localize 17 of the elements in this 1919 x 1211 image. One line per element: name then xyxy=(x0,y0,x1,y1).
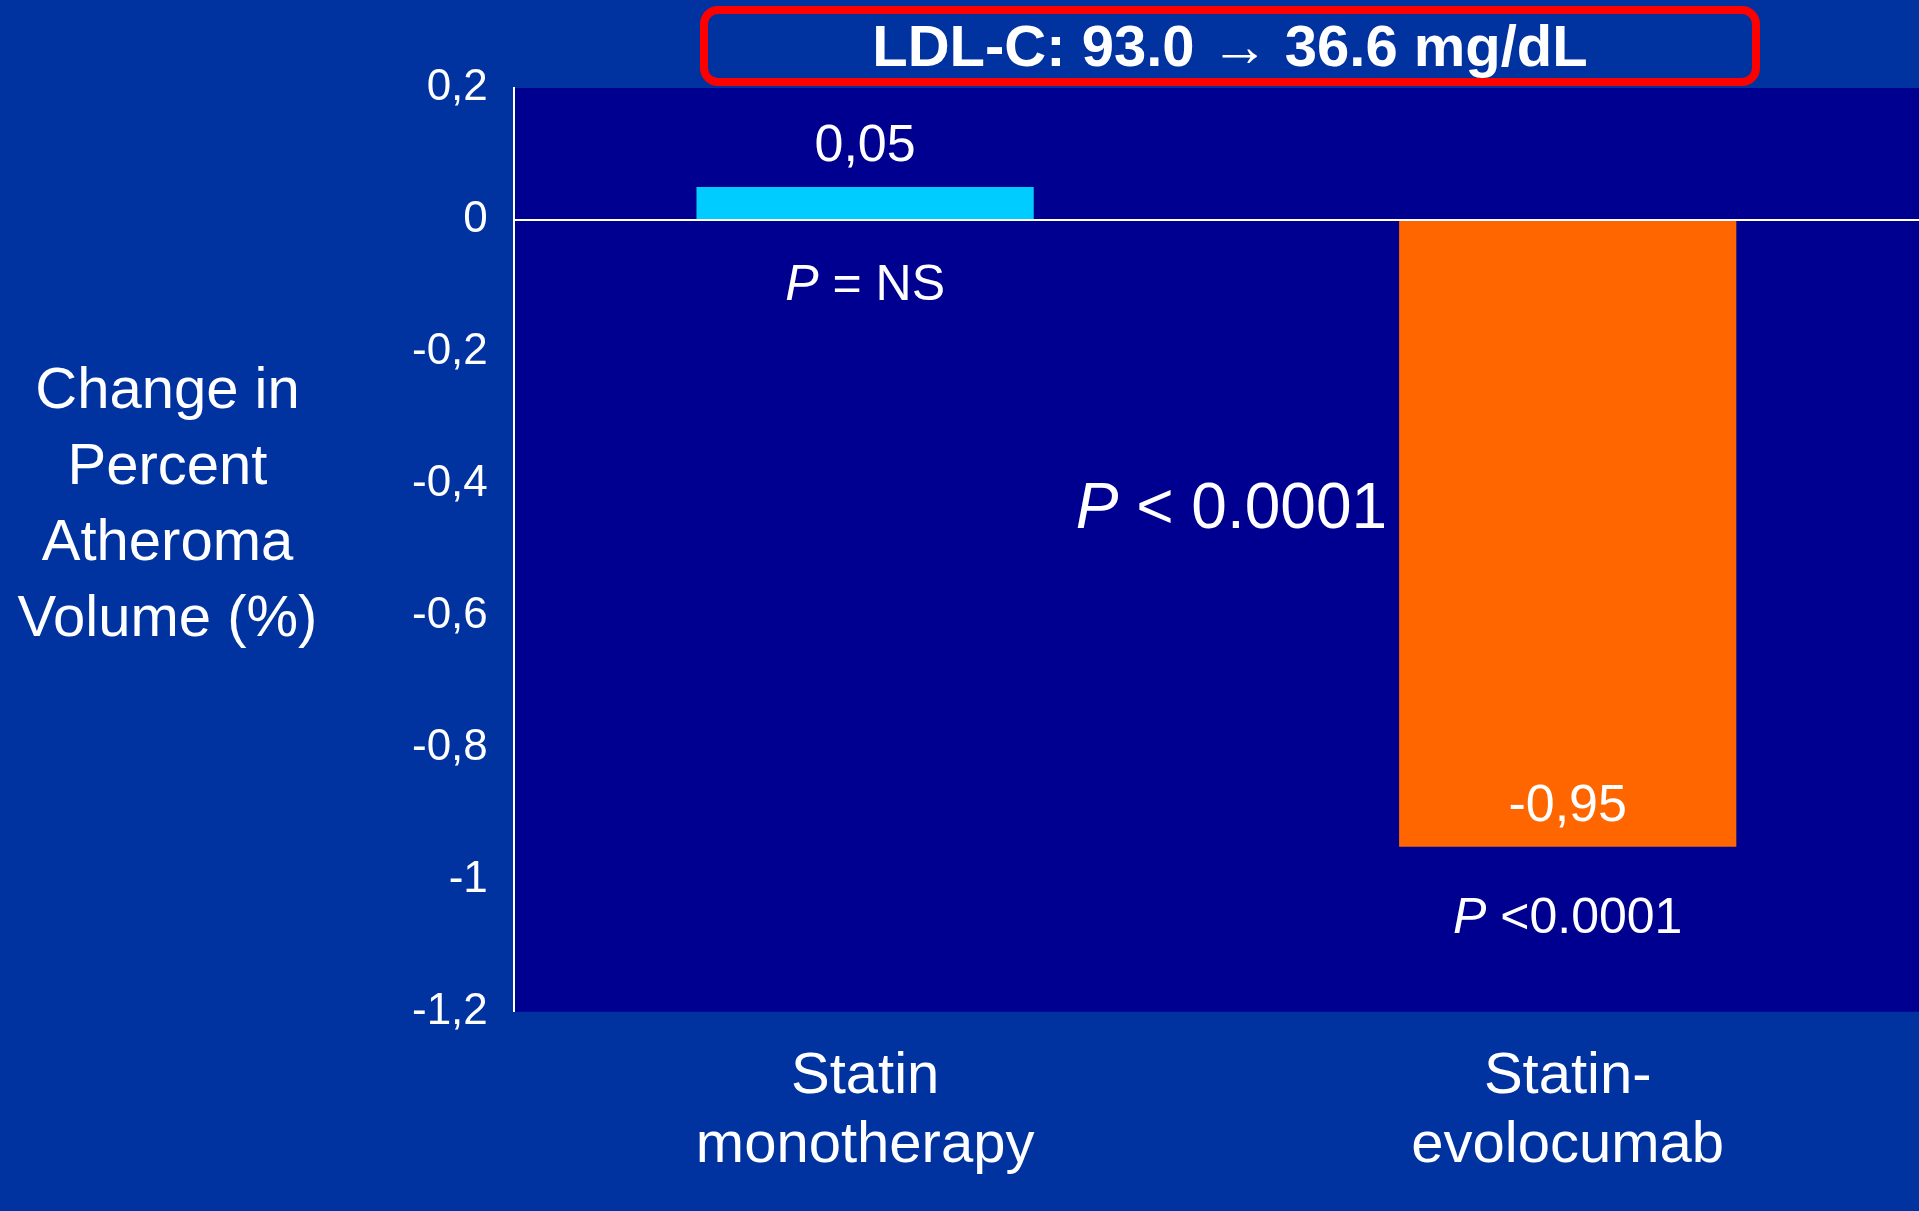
chart-title: LDL-C: 93.0 → 36.6 mg/dL xyxy=(700,6,1760,86)
annotation: P <0.0001 xyxy=(1453,888,1683,945)
x-tick-label: Statin-evolocumab xyxy=(1411,1039,1725,1175)
y-tick-label: -0,8 xyxy=(411,720,488,769)
annotation: P = NS xyxy=(785,254,946,311)
y-axis-title: Change in Percent Atheroma Volume (%) xyxy=(16,354,319,650)
y-tick-label: -1,2 xyxy=(411,983,488,1033)
y-tick-label: 0,2 xyxy=(426,60,488,110)
x-tick-label: Statin monotherapy xyxy=(695,1039,1035,1175)
y-tick-label: -0,6 xyxy=(411,588,488,638)
annotation: P < 0.0001 xyxy=(1075,469,1388,543)
y-tick-label: -0,2 xyxy=(411,324,488,374)
data-label: 0,05 xyxy=(814,114,916,173)
y-tick-label: -0,4 xyxy=(411,456,488,506)
y-tick-label: 0 xyxy=(463,192,488,242)
data-label: -0,95 xyxy=(1508,774,1627,833)
y-tick-label: -1 xyxy=(448,851,488,901)
